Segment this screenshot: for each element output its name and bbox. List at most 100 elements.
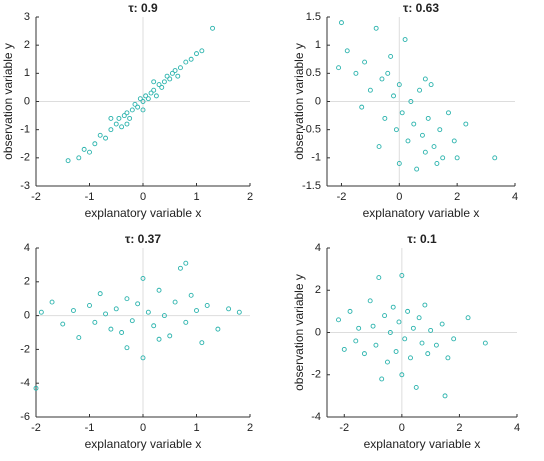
point bbox=[465, 315, 471, 321]
x-tick-label: 1 bbox=[193, 422, 199, 434]
point bbox=[236, 309, 242, 315]
point bbox=[156, 82, 162, 88]
point bbox=[65, 158, 71, 164]
point bbox=[367, 298, 373, 304]
point bbox=[103, 135, 109, 141]
point bbox=[135, 104, 141, 110]
point bbox=[183, 319, 189, 325]
subplot-title: τ: 0.37 bbox=[125, 232, 161, 246]
x-tick-label: 2 bbox=[454, 191, 460, 203]
point bbox=[167, 76, 173, 82]
x-tick-label: -2 bbox=[31, 191, 41, 203]
point bbox=[124, 121, 130, 127]
point bbox=[76, 335, 82, 341]
point bbox=[156, 336, 162, 342]
point bbox=[108, 127, 114, 133]
y-tick-label: 0 bbox=[315, 95, 321, 107]
point bbox=[408, 355, 413, 361]
x-tick-label: 2 bbox=[247, 422, 253, 434]
point bbox=[437, 127, 443, 133]
y-tick-label: 1.5 bbox=[306, 11, 321, 23]
point bbox=[361, 351, 367, 357]
y-tick-label: 0 bbox=[315, 326, 321, 338]
point bbox=[140, 275, 146, 281]
point bbox=[445, 355, 451, 361]
point bbox=[148, 90, 154, 96]
point bbox=[81, 146, 87, 152]
subplot-title: τ: 0.63 bbox=[403, 1, 439, 15]
point bbox=[402, 336, 408, 342]
point bbox=[151, 323, 157, 329]
point bbox=[428, 82, 434, 88]
point bbox=[151, 87, 157, 93]
point bbox=[353, 338, 359, 344]
point bbox=[344, 48, 350, 54]
point bbox=[226, 306, 232, 312]
point bbox=[140, 99, 146, 104]
x-tick-label: 2 bbox=[456, 422, 462, 434]
point bbox=[188, 56, 194, 62]
y-tick-label: -3 bbox=[20, 180, 30, 192]
point bbox=[396, 161, 402, 166]
point bbox=[172, 68, 178, 73]
point bbox=[431, 144, 437, 150]
point bbox=[113, 121, 119, 127]
y-tick-label: 0.5 bbox=[306, 67, 321, 79]
y-tick-label: -4 bbox=[20, 377, 30, 389]
point bbox=[175, 73, 181, 79]
point bbox=[76, 155, 82, 161]
point bbox=[108, 115, 114, 121]
point bbox=[199, 340, 205, 346]
point bbox=[451, 336, 457, 342]
point bbox=[161, 79, 167, 85]
point bbox=[210, 25, 216, 31]
point bbox=[153, 93, 159, 99]
point bbox=[396, 319, 402, 325]
point bbox=[422, 76, 428, 82]
point bbox=[140, 355, 146, 361]
point bbox=[70, 308, 76, 313]
point bbox=[119, 330, 125, 335]
y-tick-label: 1 bbox=[24, 67, 30, 79]
x-axis-label: explanatory variable x bbox=[364, 437, 481, 451]
y-tick-label: 4 bbox=[24, 242, 30, 254]
point bbox=[446, 110, 451, 116]
point bbox=[151, 79, 157, 85]
point bbox=[405, 308, 411, 314]
point bbox=[388, 53, 394, 59]
y-tick-label: -2 bbox=[20, 343, 30, 355]
x-tick-label: -1 bbox=[85, 191, 95, 203]
y-tick-label: -4 bbox=[311, 411, 321, 423]
point bbox=[92, 319, 98, 325]
point bbox=[451, 138, 457, 144]
point bbox=[367, 87, 373, 93]
point bbox=[183, 260, 189, 266]
y-axis-label: observation variable y bbox=[292, 43, 306, 160]
x-tick-label: 1 bbox=[193, 191, 199, 203]
point bbox=[336, 65, 342, 71]
point bbox=[359, 104, 365, 110]
point bbox=[362, 59, 368, 65]
point bbox=[38, 309, 44, 315]
point bbox=[177, 265, 183, 271]
point bbox=[169, 70, 175, 76]
point bbox=[140, 107, 146, 113]
point bbox=[399, 110, 405, 116]
x-tick-label: -2 bbox=[337, 191, 347, 203]
point bbox=[121, 113, 127, 119]
point bbox=[127, 115, 133, 121]
point bbox=[87, 149, 92, 155]
point bbox=[396, 82, 402, 88]
x-tick-label: -1 bbox=[85, 422, 95, 434]
point bbox=[402, 37, 408, 42]
x-tick-label: 4 bbox=[512, 191, 518, 203]
point bbox=[411, 121, 417, 127]
point bbox=[393, 349, 399, 354]
point bbox=[482, 340, 488, 346]
point bbox=[413, 384, 419, 390]
point bbox=[124, 296, 130, 302]
point bbox=[97, 132, 103, 138]
point bbox=[492, 155, 498, 161]
point bbox=[373, 25, 379, 31]
point bbox=[353, 70, 359, 76]
